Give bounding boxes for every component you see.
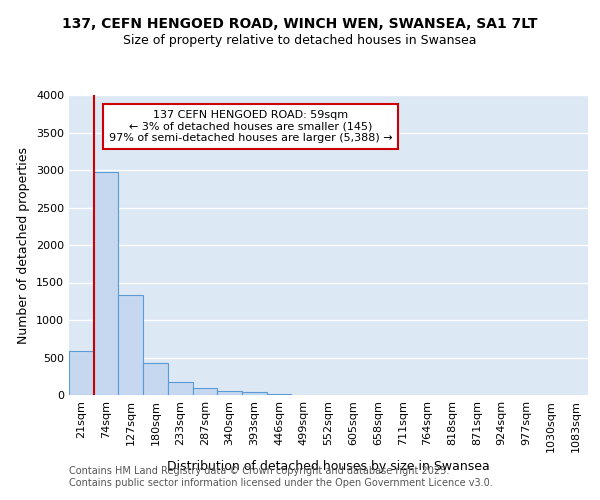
Bar <box>118 295 143 395</box>
Bar <box>217 391 242 395</box>
Text: 137 CEFN HENGOED ROAD: 59sqm
← 3% of detached houses are smaller (145)
97% of se: 137 CEFN HENGOED ROAD: 59sqm ← 3% of det… <box>109 110 392 143</box>
Text: Contains HM Land Registry data © Crown copyright and database right 2025.
Contai: Contains HM Land Registry data © Crown c… <box>69 466 493 487</box>
Text: Size of property relative to detached houses in Swansea: Size of property relative to detached ho… <box>123 34 477 47</box>
Bar <box>94 172 118 395</box>
Bar <box>143 363 168 395</box>
Bar <box>69 351 94 395</box>
Bar <box>242 392 267 395</box>
Bar <box>168 382 193 395</box>
Bar <box>267 394 292 395</box>
Text: 137, CEFN HENGOED ROAD, WINCH WEN, SWANSEA, SA1 7LT: 137, CEFN HENGOED ROAD, WINCH WEN, SWANS… <box>62 18 538 32</box>
Y-axis label: Number of detached properties: Number of detached properties <box>17 146 31 344</box>
X-axis label: Distribution of detached houses by size in Swansea: Distribution of detached houses by size … <box>167 460 490 473</box>
Bar <box>193 388 217 395</box>
